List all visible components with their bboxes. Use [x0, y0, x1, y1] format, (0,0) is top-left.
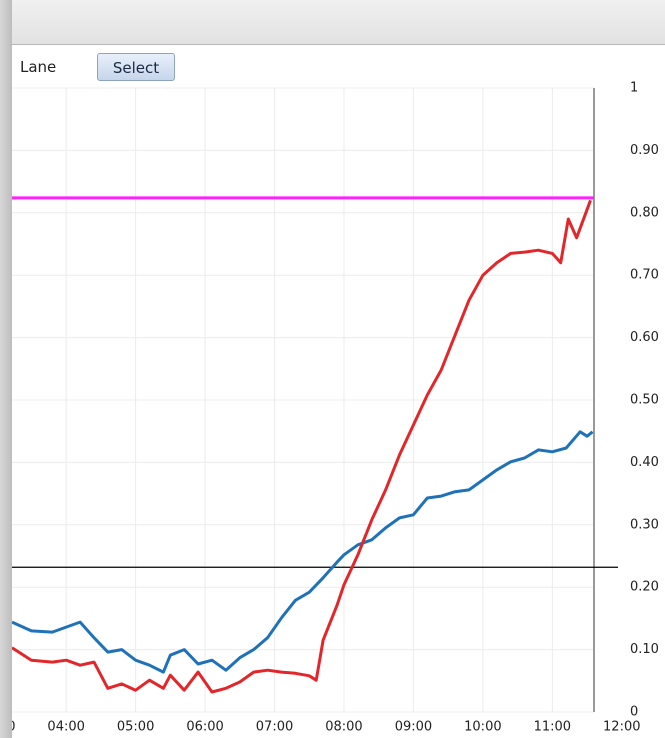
y-tick-label: 0.60 [630, 330, 659, 345]
x-tick-label: 04:00 [47, 720, 84, 735]
y-tick-label: 0.50 [630, 393, 659, 408]
y-tick-label: 0.20 [630, 580, 659, 595]
series-line [11, 199, 592, 694]
y-tick-label: 0.30 [630, 517, 659, 532]
y-tick-label: 1 [630, 81, 638, 96]
y-tick-label: 0.90 [630, 143, 659, 158]
side-strip [0, 0, 12, 738]
y-tick-label: 0.70 [630, 268, 659, 283]
x-tick-label: 09:00 [395, 720, 432, 735]
series-line [11, 430, 594, 674]
x-tick-label: 07:00 [256, 720, 293, 735]
y-tick-label: 0 [630, 705, 638, 720]
y-tick-label: 0.80 [630, 205, 659, 220]
select-button[interactable]: Select [97, 53, 175, 81]
x-tick-label: 12:00 [603, 720, 640, 735]
y-tick-label: 0.40 [630, 455, 659, 470]
y-tick-label: 0.10 [630, 642, 659, 657]
x-tick-label: 11:00 [534, 720, 571, 735]
lane-label: Lane [20, 58, 57, 76]
x-tick-label: 10:00 [464, 720, 501, 735]
x-tick-label: 06:00 [186, 720, 223, 735]
x-tick-label: 05:00 [117, 720, 154, 735]
x-tick-label: 08:00 [325, 720, 362, 735]
header-bar [0, 0, 665, 45]
